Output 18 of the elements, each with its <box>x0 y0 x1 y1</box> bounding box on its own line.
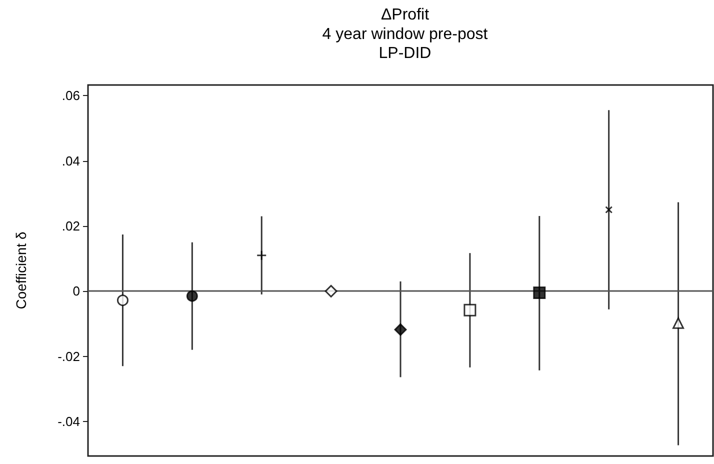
y-axis-title: Coefficient δ <box>13 232 29 310</box>
y-tick-label: 0 <box>72 284 80 299</box>
y-tick-label: -.02 <box>58 348 80 364</box>
point <box>256 250 267 261</box>
point <box>116 294 128 306</box>
y-tick-label: .02 <box>62 218 80 234</box>
point <box>394 323 407 336</box>
y-tick-label: -.04 <box>58 414 80 429</box>
point <box>324 284 338 298</box>
chart-subtitle: 4 year window pre-post LP-DID <box>322 26 488 62</box>
y-tick-label: .06 <box>62 88 80 104</box>
y-tick-label: .04 <box>62 153 80 168</box>
point <box>672 317 684 329</box>
point <box>605 206 613 214</box>
point <box>464 304 476 316</box>
chart-title: ΔProfit <box>380 6 430 24</box>
point <box>186 290 198 302</box>
point <box>533 286 546 300</box>
